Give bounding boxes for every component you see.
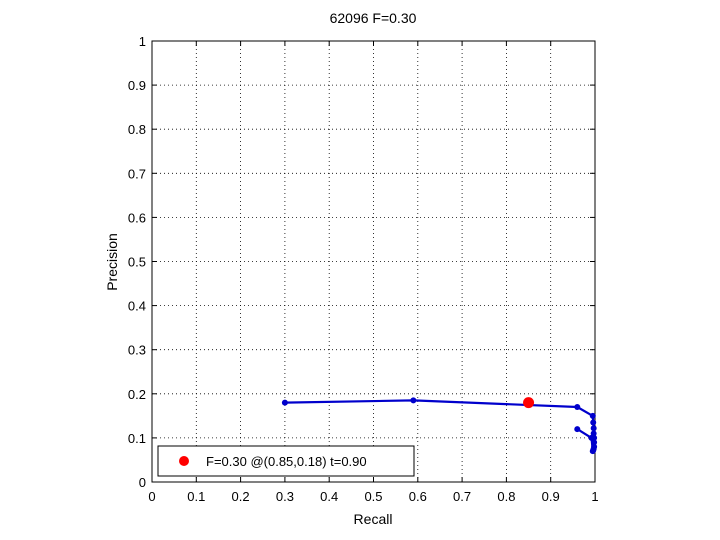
- grid: [152, 41, 595, 482]
- axis-ticks: 0 0.1 0.2 0.3 0.4 0.5 0.6 0.7 0.8 0.9 1 0 0.1 0.2 0.3 0…: [128, 34, 599, 504]
- x-tick-label: 0.9: [542, 489, 560, 504]
- chart-title: 62096 F=0.30: [330, 10, 417, 26]
- y-tick-label: 0: [139, 475, 146, 490]
- pr-curve-point: [588, 434, 595, 441]
- legend: F=0.30 @(0.85,0.18) t=0.90: [157, 445, 415, 477]
- y-tick-label: 0.2: [128, 387, 146, 402]
- pr-curve-point: [591, 439, 598, 446]
- x-tick-label: 0.6: [409, 489, 427, 504]
- pr-curve-point: [590, 425, 597, 432]
- y-tick-label: 0.3: [128, 343, 146, 358]
- legend-entry: F=0.30 @(0.85,0.18) t=0.90: [206, 454, 367, 469]
- y-axis-label: Precision: [104, 233, 120, 291]
- x-tick-label: 0.5: [364, 489, 382, 504]
- x-tick-label: 0: [148, 489, 155, 504]
- y-tick-label: 0.7: [128, 166, 146, 181]
- series-layer: [281, 397, 598, 455]
- pr-curve-point: [410, 397, 417, 404]
- x-tick-label: 0.8: [497, 489, 515, 504]
- y-tick-label: 0.5: [128, 255, 146, 270]
- x-tick-label: 0.1: [187, 489, 205, 504]
- x-tick-label: 0.4: [320, 489, 338, 504]
- x-tick-label: 1: [591, 489, 598, 504]
- pr-curve-point: [574, 426, 581, 433]
- y-tick-label: 0.9: [128, 78, 146, 93]
- legend-marker: [179, 456, 189, 466]
- pr-curve-point: [589, 412, 596, 419]
- y-tick-label: 0.8: [128, 122, 146, 137]
- x-tick-label: 0.2: [232, 489, 250, 504]
- x-axis-label: Recall: [354, 511, 393, 527]
- y-tick-label: 1: [139, 34, 146, 49]
- x-tick-label: 0.3: [276, 489, 294, 504]
- pr-curve-point: [589, 448, 596, 455]
- pr-curve-point: [574, 404, 581, 411]
- legend-box: [157, 445, 415, 477]
- y-tick-label: 0.4: [128, 299, 146, 314]
- y-tick-label: 0.1: [128, 431, 146, 446]
- best-f-point: [523, 397, 535, 409]
- x-tick-label: 0.7: [453, 489, 471, 504]
- pr-curve-line: [284, 399, 596, 453]
- y-tick-label: 0.6: [128, 210, 146, 225]
- pr-curve-point: [281, 399, 288, 406]
- pr-curve-point: [590, 419, 597, 426]
